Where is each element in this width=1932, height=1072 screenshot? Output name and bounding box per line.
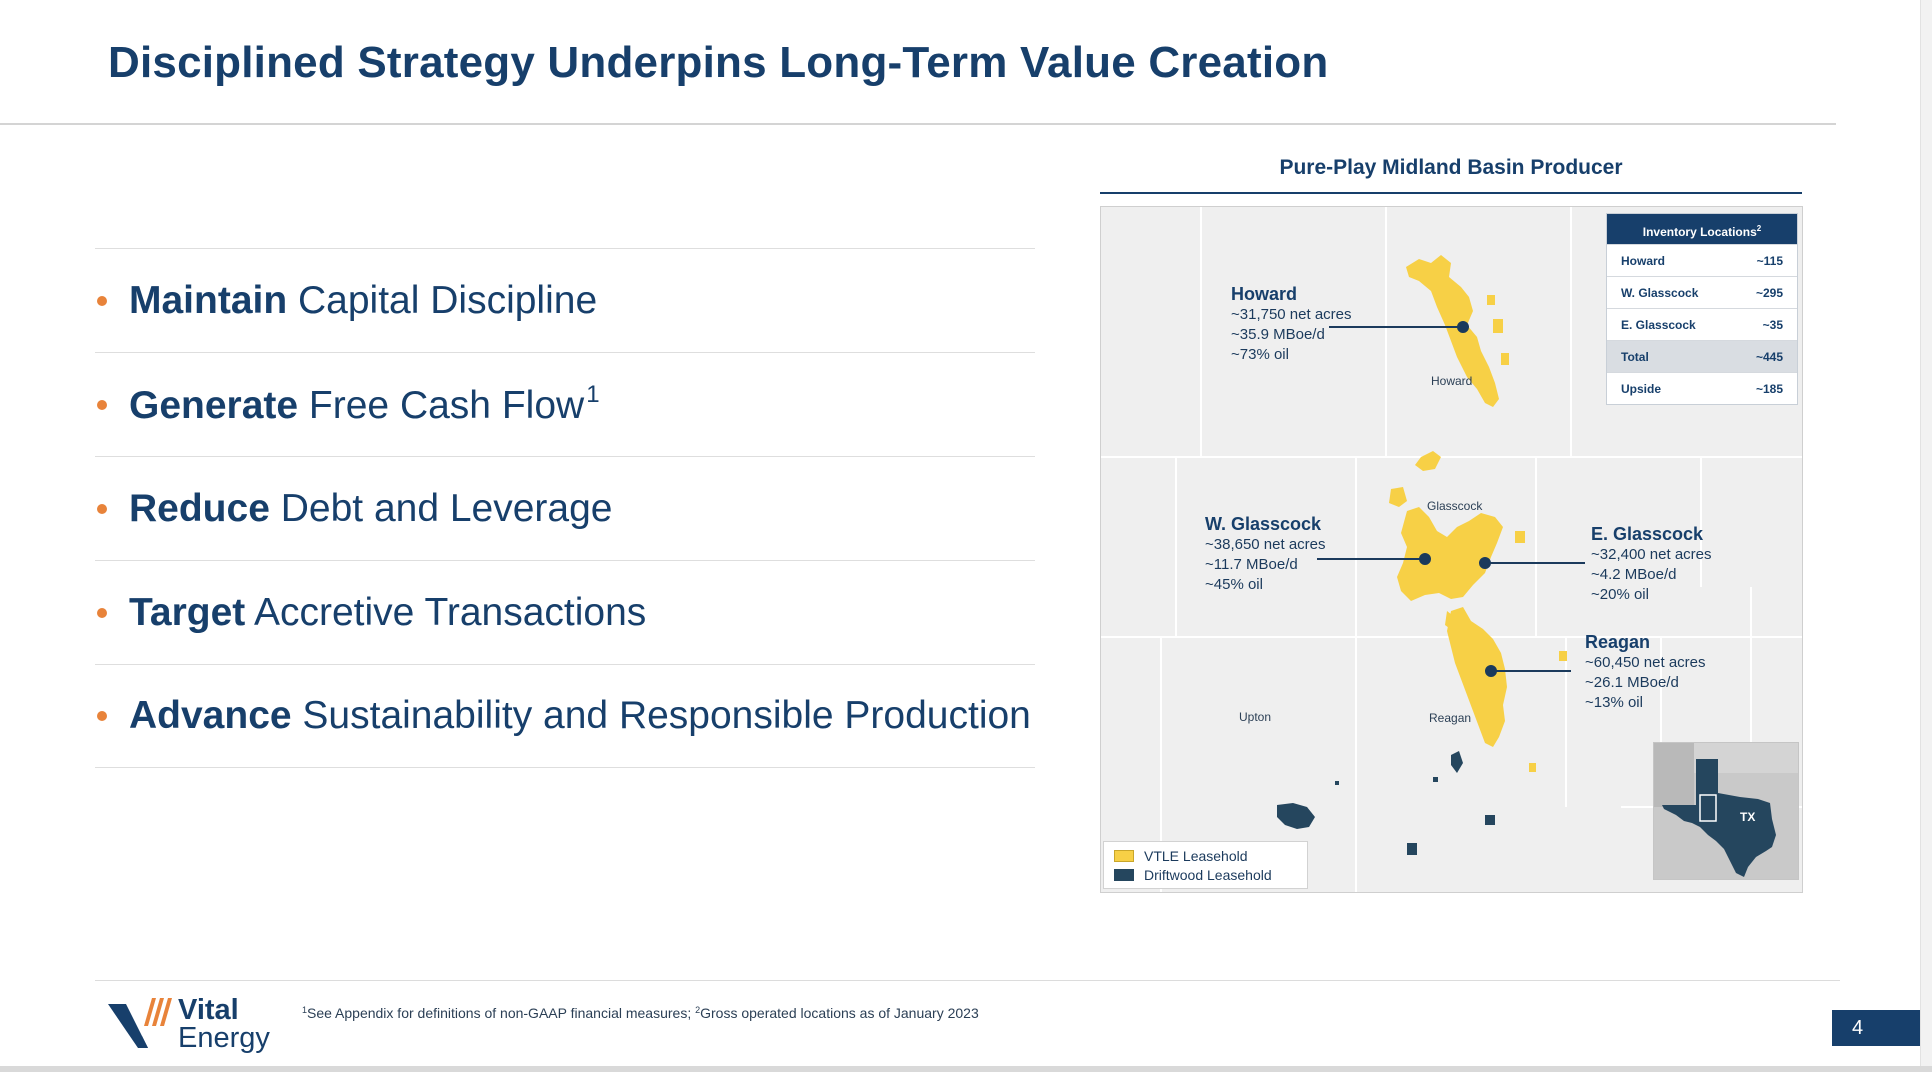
footer-divider [95, 980, 1840, 981]
bullet-dot-icon [97, 711, 107, 721]
legend-item-driftwood: Driftwood Leasehold [1114, 865, 1297, 884]
driftwood-swatch-icon [1114, 868, 1134, 881]
bullet-text: Maintain Capital Discipline [129, 278, 598, 322]
reagan-callout: Reagan ~60,450 net acres ~26.1 MBoe/d ~1… [1585, 632, 1706, 711]
table-row: Upside ~185 [1607, 372, 1797, 404]
inventory-locations-table: Inventory Locations2 Howard ~115 W. Glass… [1606, 213, 1798, 405]
w-glasscock-callout: W. Glasscock ~38,650 net acres ~11.7 MBo… [1205, 514, 1326, 593]
bullet-item: Target Accretive Transactions [95, 560, 1035, 664]
bullet-item: Maintain Capital Discipline [95, 248, 1035, 352]
midland-basin-map: Howard Glasscock Upton Reagan Howard ~31… [1100, 206, 1803, 893]
vital-energy-logo: Vital Energy [108, 994, 288, 1054]
logo-text-vital: Vital [178, 994, 239, 1026]
bottom-edge [0, 1066, 1932, 1072]
bullet-text: Target Accretive Transactions [129, 590, 647, 634]
map-title: Pure-Play Midland Basin Producer [1279, 156, 1623, 179]
legend-item-vtle: VTLE Leasehold [1114, 846, 1297, 865]
vtle-swatch-icon [1114, 849, 1134, 862]
bullet-dot-icon [97, 607, 107, 618]
slide-title: Disciplined Strategy Underpins Long-Term… [108, 38, 1329, 87]
vtle-leasehold-howard [1406, 255, 1509, 407]
bullet-item: Reduce Debt and Leverage [95, 456, 1035, 560]
driftwood-leasehold [1277, 751, 1495, 855]
footnote-marker: 1 [586, 381, 600, 408]
howard-callout: Howard ~31,750 net acres ~35.9 MBoe/d ~7… [1231, 284, 1352, 363]
bullet-text: Generate Free Cash Flow1 [129, 381, 600, 427]
texas-outline-icon: TX [1654, 743, 1798, 879]
page-number: 4 [1832, 1010, 1920, 1046]
bullet-text: Advance Sustainability and Responsible P… [129, 694, 1031, 737]
map-legend: VTLE Leasehold Driftwood Leasehold [1103, 841, 1308, 889]
county-label-reagan: Reagan [1429, 711, 1472, 725]
table-row: W. Glasscock ~295 [1607, 276, 1797, 308]
footnote: 1See Appendix for definitions of non-GAA… [302, 1005, 979, 1021]
table-row: Howard ~115 [1607, 244, 1797, 276]
vtle-leasehold-glasscock [1389, 451, 1567, 772]
county-label-glasscock: Glasscock [1427, 499, 1483, 513]
bullet-item: Advance Sustainability and Responsible P… [95, 664, 1035, 768]
title-divider [0, 123, 1836, 125]
e-glasscock-callout: E. Glasscock ~32,400 net acres ~4.2 MBoe… [1591, 524, 1712, 603]
bullet-dot-icon [97, 295, 107, 306]
table-row-total: Total ~445 [1607, 340, 1797, 372]
logo-text-energy: Energy [178, 1022, 270, 1054]
bullet-item: Generate Free Cash Flow1 [95, 352, 1035, 456]
inset-tx-label: TX [1740, 810, 1755, 824]
callout-leaders [1317, 321, 1585, 677]
vertical-scrollbar[interactable] [1920, 0, 1932, 1072]
bullet-dot-icon [97, 399, 107, 410]
vital-energy-logo-icon [108, 998, 172, 1048]
texas-inset-map: TX [1653, 742, 1799, 880]
inventory-table-header: Inventory Locations2 [1607, 214, 1797, 244]
bullet-text: Reduce Debt and Leverage [129, 486, 613, 530]
strategy-bullet-list: Maintain Capital Discipline Generate Fre… [95, 248, 1035, 768]
county-label-howard: Howard [1431, 374, 1473, 388]
county-label-upton: Upton [1239, 710, 1272, 724]
table-row: E. Glasscock ~35 [1607, 308, 1797, 340]
map-title-divider [1100, 192, 1802, 194]
bullet-dot-icon [97, 503, 107, 514]
